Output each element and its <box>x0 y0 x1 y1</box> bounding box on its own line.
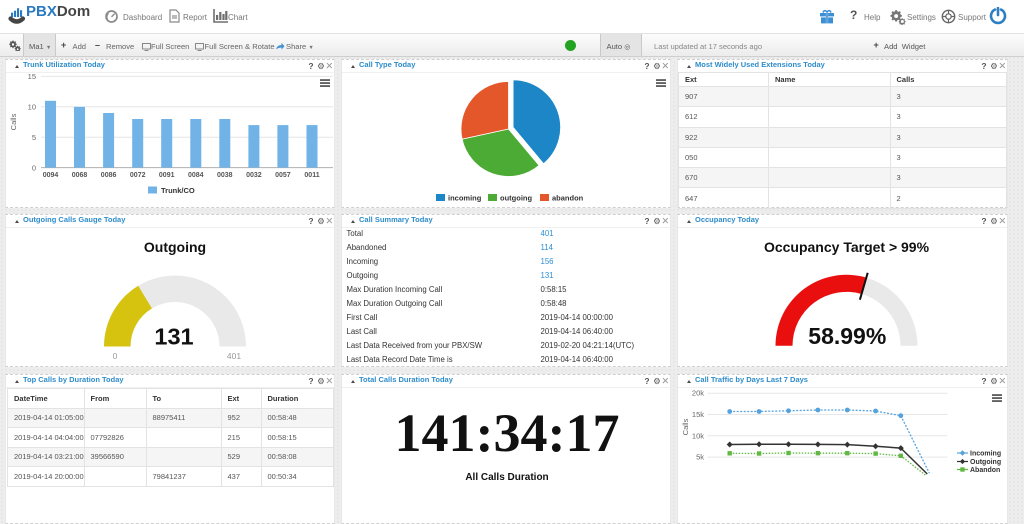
svg-text:Trunk/CO: Trunk/CO <box>161 186 195 195</box>
svg-text:58.99%: 58.99% <box>808 323 886 349</box>
svg-text:outgoing: outgoing <box>500 194 532 203</box>
svg-text:15: 15 <box>28 72 36 81</box>
svg-text:abandon: abandon <box>552 194 584 203</box>
svg-text:0057: 0057 <box>275 172 291 179</box>
svg-text:0: 0 <box>113 351 118 361</box>
svg-text:Abandon: Abandon <box>970 467 1000 474</box>
svg-text:20k: 20k <box>692 389 704 398</box>
svg-text:0038: 0038 <box>217 172 233 179</box>
svg-text:0094: 0094 <box>43 172 59 179</box>
svg-text:Calls: Calls <box>681 418 690 435</box>
svg-text:Incoming: Incoming <box>970 450 1001 457</box>
svg-text:0068: 0068 <box>72 172 88 179</box>
svg-text:0: 0 <box>32 163 36 172</box>
svg-text:0011: 0011 <box>304 172 319 179</box>
svg-text:Outgoing: Outgoing <box>970 459 1001 466</box>
svg-text:15k: 15k <box>692 410 704 419</box>
svg-text:10: 10 <box>28 103 36 112</box>
svg-text:10k: 10k <box>692 431 704 440</box>
svg-text:0084: 0084 <box>188 172 204 179</box>
svg-text:0086: 0086 <box>101 172 117 179</box>
svg-text:401: 401 <box>227 351 241 361</box>
svg-text:5k: 5k <box>696 453 704 462</box>
svg-text:Calls: Calls <box>9 113 18 130</box>
svg-text:0032: 0032 <box>246 172 262 179</box>
svg-text:131: 131 <box>154 323 193 349</box>
svg-text:0072: 0072 <box>130 172 146 179</box>
svg-text:0091: 0091 <box>159 172 175 179</box>
svg-text:5: 5 <box>32 133 36 142</box>
svg-text:incoming: incoming <box>448 194 482 203</box>
